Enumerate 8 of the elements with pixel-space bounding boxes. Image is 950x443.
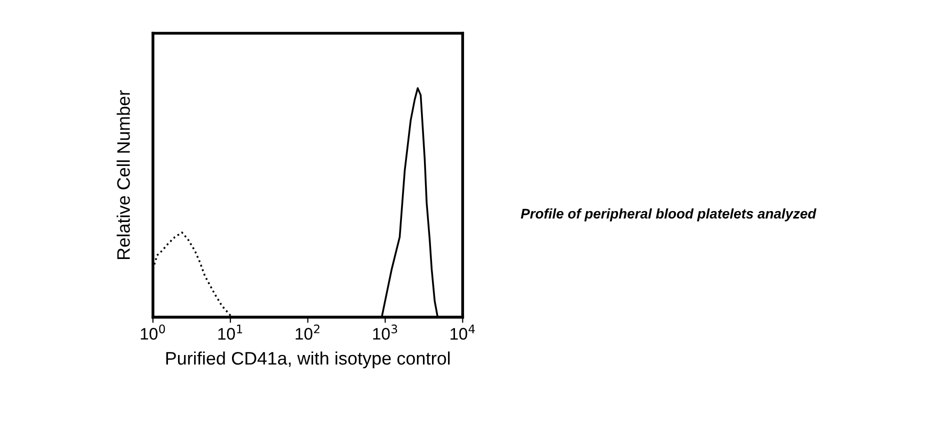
- text: Profile of peripheral blood platelets analyzed: [520, 208, 816, 222]
- x-tick-label: 10$^{4}$: [450, 324, 475, 340]
- x-tick-label: 10$^{2}$: [296, 324, 320, 340]
- x-tick-label: 10$^{3}$: [373, 324, 398, 340]
- x-tick-label: 10$^{1}$: [218, 324, 242, 340]
- x-tick-label: 10$^{0}$: [140, 324, 165, 340]
- x-axis-title: Purified CD41a, with isotype control: [166, 351, 450, 368]
- y-axis-title: Relative Cell Number: [116, 90, 130, 260]
